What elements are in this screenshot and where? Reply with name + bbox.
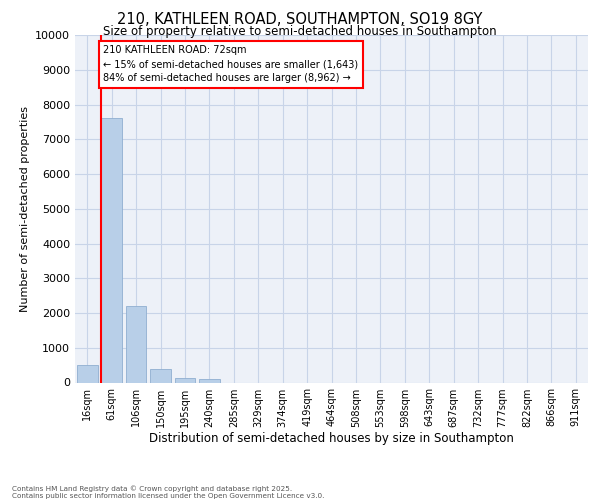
Text: Size of property relative to semi-detached houses in Southampton: Size of property relative to semi-detach…	[103, 25, 497, 38]
Y-axis label: Number of semi-detached properties: Number of semi-detached properties	[20, 106, 29, 312]
Text: Contains HM Land Registry data © Crown copyright and database right 2025.
Contai: Contains HM Land Registry data © Crown c…	[12, 486, 325, 499]
Bar	[125, 306, 146, 382]
Bar	[101, 118, 122, 382]
Bar	[77, 365, 98, 382]
Text: 210 KATHLEEN ROAD: 72sqm
← 15% of semi-detached houses are smaller (1,643)
84% o: 210 KATHLEEN ROAD: 72sqm ← 15% of semi-d…	[103, 46, 358, 84]
X-axis label: Distribution of semi-detached houses by size in Southampton: Distribution of semi-detached houses by …	[149, 432, 514, 446]
Bar	[199, 379, 220, 382]
Bar	[175, 378, 196, 382]
Bar	[150, 370, 171, 382]
Text: 210, KATHLEEN ROAD, SOUTHAMPTON, SO19 8GY: 210, KATHLEEN ROAD, SOUTHAMPTON, SO19 8G…	[118, 12, 482, 26]
